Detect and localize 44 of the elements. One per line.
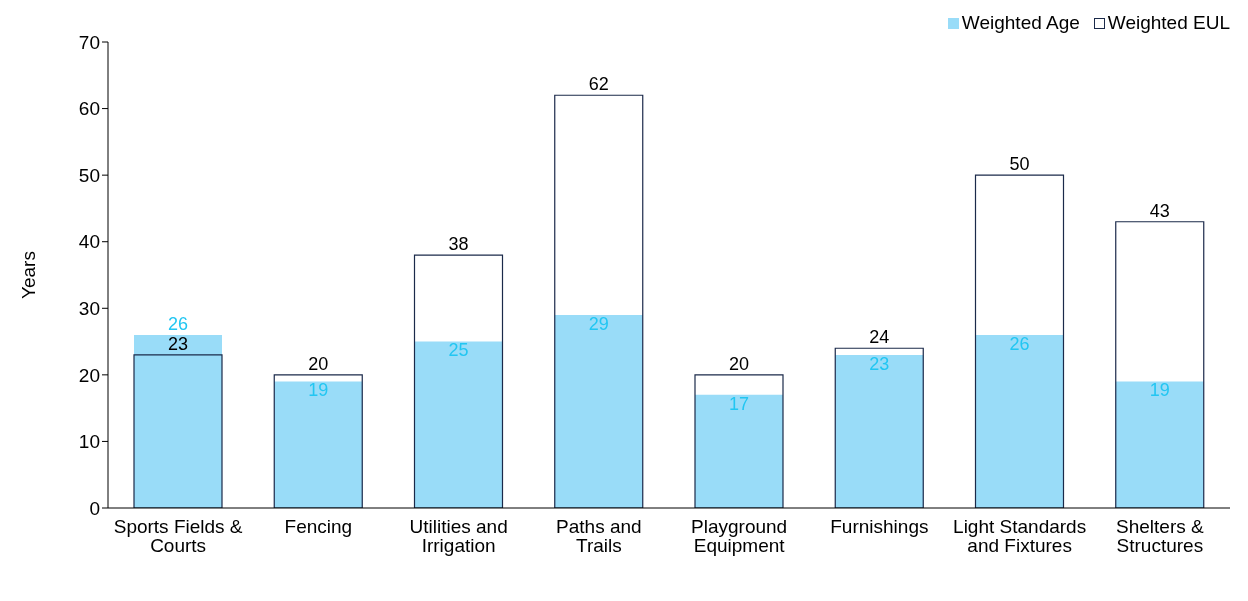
bar bbox=[975, 334, 1064, 508]
bar bbox=[974, 174, 1065, 508]
y-tick-label: 50 bbox=[78, 164, 100, 186]
x-tick-label: Light Standards and Fixtures bbox=[953, 516, 1087, 557]
x-tick-label: Paths and Trails bbox=[556, 516, 642, 557]
y-tick-label: 10 bbox=[78, 431, 100, 453]
x-tick-label: Shelters & Structures bbox=[1116, 516, 1205, 557]
legend-label: Weighted Age bbox=[960, 12, 1080, 34]
bar bbox=[1115, 221, 1205, 508]
data-label: 17 bbox=[728, 393, 750, 414]
legend-label: Weighted EUL bbox=[1106, 12, 1230, 34]
x-tick-label: Utilities and Irrigation bbox=[409, 516, 508, 557]
y-tick-label: 30 bbox=[78, 298, 100, 320]
data-label: 23 bbox=[869, 353, 890, 374]
bar bbox=[413, 254, 504, 508]
x-tick-label: Sports Fields & Courts bbox=[113, 516, 243, 557]
data-label: 24 bbox=[869, 327, 890, 348]
y-tick-label: 70 bbox=[78, 31, 100, 53]
bar bbox=[1115, 381, 1204, 508]
data-label: 19 bbox=[308, 380, 329, 401]
y-tick-label: 60 bbox=[78, 98, 100, 120]
x-tick-label: Furnishings bbox=[830, 516, 929, 538]
data-label: 23 bbox=[167, 333, 189, 354]
data-label: 20 bbox=[308, 353, 329, 374]
data-label: 43 bbox=[1149, 200, 1170, 221]
data-label: 26 bbox=[1009, 333, 1030, 354]
data-label: 62 bbox=[588, 74, 609, 95]
data-label: 19 bbox=[1149, 380, 1170, 401]
y-tick-label: 0 bbox=[89, 497, 100, 519]
data-label: 26 bbox=[167, 313, 189, 334]
y-tick-label: 20 bbox=[78, 364, 100, 386]
data-label: 20 bbox=[728, 353, 750, 374]
y-tick-label: 40 bbox=[78, 231, 100, 253]
x-tick-label: Fencing bbox=[284, 516, 353, 538]
data-label: 50 bbox=[1009, 154, 1030, 175]
x-tick-label: Playground Equipment bbox=[691, 516, 788, 557]
data-label: 29 bbox=[588, 313, 609, 334]
data-label: 25 bbox=[448, 340, 469, 361]
y-axis-title: Years bbox=[17, 251, 39, 299]
bar bbox=[554, 314, 643, 508]
data-label: 38 bbox=[448, 234, 469, 255]
bar bbox=[695, 394, 783, 508]
bar bbox=[414, 341, 503, 508]
bar bbox=[554, 94, 644, 508]
